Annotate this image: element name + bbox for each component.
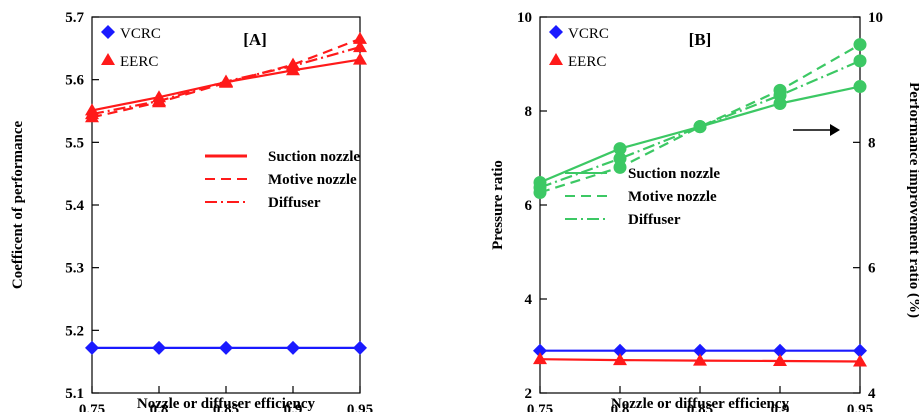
panel-a-series-1-point bbox=[353, 52, 367, 65]
panel-a-series-3-point bbox=[152, 93, 166, 106]
panel-b-xlabel: Nozzle or diffuser efficiency bbox=[611, 396, 790, 412]
panel-b-series-0-point bbox=[773, 343, 787, 358]
panel-b-ytick-label: 6 bbox=[525, 198, 533, 214]
panel-b-line-legend-label: Motive nozzle bbox=[628, 189, 717, 205]
panel-b-series-2-point bbox=[613, 142, 627, 156]
panel-b-series-0-point bbox=[533, 343, 547, 358]
panel-b-ytick-right-label: 6 bbox=[868, 261, 876, 277]
panel-a-xtick-label: 0.9 bbox=[284, 402, 303, 412]
panel-a-ytick-label: 5.7 bbox=[65, 10, 84, 26]
panel-a-series-2-point bbox=[353, 31, 367, 44]
panel-a-legend-marker bbox=[101, 53, 115, 65]
panel-b-series-0-point bbox=[853, 343, 867, 358]
panel-b-ytick-label: 10 bbox=[517, 10, 532, 26]
panel-a-series-0-point bbox=[353, 340, 367, 355]
panel-b-line-legend-label: Diffuser bbox=[628, 212, 681, 228]
panel-b-xtick-label: 0.9 bbox=[771, 402, 790, 412]
panel-b-ytick-right-label: 4 bbox=[868, 386, 876, 402]
panel-b-legend-label: VCRC bbox=[568, 26, 609, 42]
panel-a-ytick-label: 5.2 bbox=[65, 323, 84, 339]
panel-a-series-0-point bbox=[85, 340, 99, 355]
panel-a-legend-label: VCRC bbox=[120, 26, 161, 42]
panel-b-frame bbox=[539, 16, 861, 394]
panel-b-ylabel-right: Performance improvement ratio (%) bbox=[906, 82, 919, 318]
panel-b-ytick-label: 4 bbox=[525, 292, 533, 308]
panel-b-series-1-point bbox=[533, 352, 547, 365]
panel-a-ytick-label: 5.4 bbox=[65, 198, 84, 214]
panel-b-series-1-point bbox=[613, 353, 627, 366]
panel-a-ytick-label: 5.3 bbox=[65, 261, 84, 277]
panel-b-ytick-right-label: 10 bbox=[868, 10, 883, 26]
panel-a-series-3-point bbox=[353, 40, 367, 53]
panel-a-series-0-point bbox=[219, 340, 233, 355]
panel-b-xtick-label: 0.85 bbox=[687, 402, 713, 412]
panel-a-legend-marker bbox=[101, 25, 115, 39]
panel-a-line-legend-label: Diffuser bbox=[268, 195, 321, 211]
panel-a-xtick-label: 0.85 bbox=[213, 402, 239, 412]
panel-b-series-2-point bbox=[853, 80, 867, 94]
panel-a-ytick-label: 5.6 bbox=[65, 73, 84, 89]
panel-a-series-3-point bbox=[219, 74, 233, 87]
panel-b-series-4-point bbox=[853, 54, 867, 68]
panel-a-series-0-point bbox=[286, 340, 300, 355]
panel-a-line-legend-label: Motive nozzle bbox=[268, 172, 357, 188]
panel-a-ytick-label: 5.5 bbox=[65, 135, 84, 151]
panel-a-xtick-label: 0.8 bbox=[150, 402, 169, 412]
panel-b-line-legend-label: Suction nozzle bbox=[628, 166, 720, 182]
panel-b-ytick-label: 2 bbox=[525, 386, 533, 402]
panel-b-legend-marker bbox=[549, 53, 563, 65]
panel-b-ytick-label: 8 bbox=[525, 104, 533, 120]
panel-b-label: [B] bbox=[689, 30, 712, 49]
panel-a-series-3-point bbox=[85, 107, 99, 120]
panel-b-series-1-point bbox=[853, 354, 867, 367]
right-axis-arrow bbox=[793, 124, 840, 136]
panel-a-label: [A] bbox=[243, 30, 267, 49]
panel-b-series-0-point bbox=[693, 343, 707, 358]
panel-b-series-0-point bbox=[613, 343, 627, 358]
panel-b-series-1-point bbox=[773, 354, 787, 367]
panel-b-series-4-point bbox=[693, 120, 707, 134]
panel-a-series-2-line bbox=[91, 37, 361, 119]
panel-b-ytick-right-label: 8 bbox=[868, 135, 876, 151]
panel-a-line-legend-label: Suction nozzle bbox=[268, 149, 360, 165]
panel-a-xlabel: Nozzle or diffuser efficiency bbox=[137, 396, 316, 412]
panel-b-series-1-point bbox=[693, 353, 707, 366]
panel-b-series-4-point bbox=[613, 152, 627, 166]
panel-a-series-0-point bbox=[152, 340, 166, 355]
panel-b-series-3-line bbox=[539, 43, 861, 194]
panel-b-series-3-point bbox=[853, 38, 867, 52]
panel-b-series-4-point bbox=[773, 88, 787, 102]
panel-a-series-3-point bbox=[286, 58, 300, 71]
panel-b-xtick-label: 0.75 bbox=[527, 402, 553, 412]
panel-a-ylabel: Coefficent of performance bbox=[10, 121, 26, 290]
panel-a-xtick-label: 0.95 bbox=[347, 402, 373, 412]
panel-b-legend-label: EERC bbox=[568, 54, 606, 70]
panel-b-xtick-label: 0.95 bbox=[847, 402, 873, 412]
panel-a-xtick-label: 0.75 bbox=[79, 402, 105, 412]
panel-a-ytick-label: 5.1 bbox=[65, 386, 84, 402]
panel-b-xtick-label: 0.8 bbox=[611, 402, 630, 412]
panel-b-legend-marker bbox=[549, 25, 563, 39]
panel-b-series-4-point bbox=[533, 180, 547, 194]
panel-a-legend-label: EERC bbox=[120, 54, 158, 70]
panel-b-ylabel: Pressure ratio bbox=[490, 160, 506, 250]
